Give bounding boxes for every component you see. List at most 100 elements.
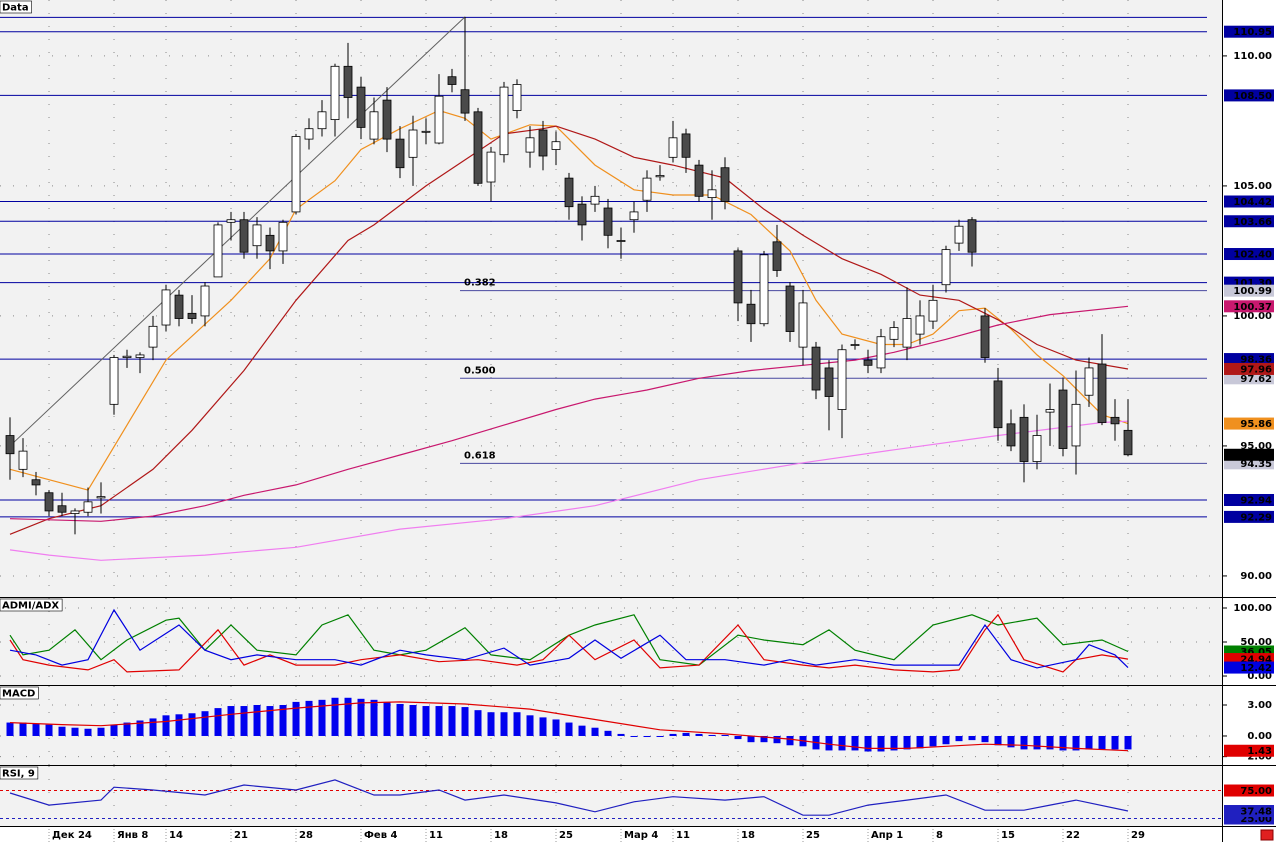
candle-body	[876, 336, 886, 369]
level-label-box	[1224, 510, 1274, 523]
macd-bar	[1033, 735, 1041, 750]
macd-bar	[1046, 735, 1054, 750]
macd-bar	[188, 713, 196, 736]
level-label: 108.50	[1233, 91, 1272, 102]
macd-bar	[162, 715, 170, 736]
macd-bar	[227, 706, 235, 736]
indicator-line	[9, 125, 1129, 535]
candle-body	[109, 357, 119, 405]
macd-bar	[721, 734, 729, 736]
series-value-label: 24.94	[1240, 655, 1272, 666]
candle-body	[265, 234, 275, 252]
candle-body	[850, 344, 860, 346]
indicator-line	[9, 614, 1129, 666]
x-tick-label: Мар 4	[624, 830, 658, 841]
macd-bar	[1020, 735, 1028, 750]
candle-body	[369, 111, 379, 140]
macd-bar	[487, 712, 495, 736]
corner-button[interactable]	[1260, 829, 1274, 841]
level-label-box	[1224, 215, 1274, 228]
macd-bar	[682, 732, 690, 736]
macd-bar	[695, 733, 703, 736]
candle-body	[655, 175, 665, 178]
candle-body	[70, 510, 80, 514]
y-tick-label: 100.00	[1233, 311, 1272, 322]
panel-title: MACD	[2, 689, 35, 700]
indicator-line	[9, 305, 1129, 522]
x-tick-label: 14	[169, 830, 183, 841]
candle-body	[564, 177, 574, 208]
macd-bar	[1085, 735, 1093, 750]
x-tick-label: 11	[676, 830, 690, 841]
candle-body	[18, 450, 28, 470]
panel-title: Data	[2, 3, 29, 14]
candle-body	[824, 367, 834, 397]
candle-body	[96, 496, 106, 499]
candle-body	[226, 219, 236, 223]
x-axis-background	[0, 826, 1222, 842]
macd-bar	[526, 715, 534, 736]
macd-bar	[877, 735, 885, 752]
panel-title: RSI, 9	[2, 769, 35, 780]
macd-bar	[201, 711, 209, 736]
series-value-label: 95.86	[1240, 419, 1272, 430]
macd-bar	[864, 735, 872, 752]
macd-bar	[448, 706, 456, 736]
level-label: 92.94	[1240, 495, 1272, 506]
candle-body	[148, 325, 158, 348]
candle-body	[720, 167, 730, 202]
candle-body	[161, 289, 171, 326]
macd-bar	[383, 701, 391, 736]
indicator-line	[9, 613, 1129, 673]
candle-body	[707, 189, 717, 199]
panel-title-box	[0, 0, 32, 14]
level-label-box	[1224, 195, 1274, 208]
series-value-label-box	[1224, 805, 1274, 818]
x-tick-label: 25	[559, 830, 573, 841]
macd-bar	[968, 735, 976, 741]
fib-label: 100.99	[1233, 286, 1272, 297]
candle-body	[928, 299, 938, 322]
candle-body	[993, 380, 1003, 429]
macd-bar	[604, 730, 612, 736]
candle-body	[1045, 409, 1055, 413]
macd-bar	[708, 734, 716, 736]
candle-body	[551, 141, 561, 150]
level-label: 98.36	[1240, 355, 1272, 366]
candle-body	[44, 492, 54, 512]
candle-body	[525, 137, 535, 153]
x-tick-label: Янв 8	[117, 830, 148, 841]
macd-bar	[1098, 735, 1106, 750]
level-label: 92.29	[1240, 512, 1272, 523]
macd-bar	[643, 735, 651, 738]
candle-body	[408, 129, 418, 158]
macd-bar	[994, 735, 1002, 746]
candle-body	[694, 164, 704, 197]
candle-body	[590, 195, 600, 205]
macd-bar	[357, 698, 365, 736]
candle-body	[434, 95, 444, 144]
candle-body	[941, 249, 951, 286]
macd-bar	[266, 706, 274, 736]
x-tick-label: Дек 24	[52, 830, 92, 841]
series-value-label: 36.05	[1240, 647, 1272, 658]
x-tick-label: 18	[494, 830, 508, 841]
level-label: 104.42	[1233, 197, 1272, 208]
macd-bar	[786, 735, 794, 746]
macd-bar	[292, 701, 300, 736]
macd-bar	[617, 733, 625, 736]
macd-bar	[1111, 735, 1119, 750]
series-value-label: 100.37	[1233, 302, 1272, 313]
fib-name: 0.500	[464, 365, 496, 376]
macd-bar	[981, 735, 989, 743]
fib-label-box	[1224, 372, 1274, 385]
candle-body	[915, 315, 925, 335]
candle-body	[811, 346, 821, 391]
macd-bar	[1059, 735, 1067, 751]
fib-label: 97.62	[1240, 374, 1272, 385]
series-value-label-box	[1224, 661, 1274, 674]
candle-body	[57, 505, 67, 513]
candle-body	[421, 130, 431, 133]
macd-bar	[396, 703, 404, 736]
macd-bar	[19, 722, 27, 736]
